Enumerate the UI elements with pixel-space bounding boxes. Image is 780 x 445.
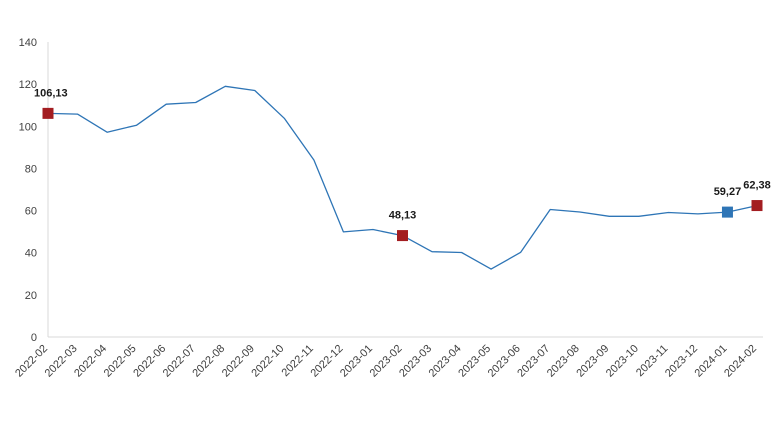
x-tick-label: 2022-10 [249, 343, 286, 380]
highlight-marker [42, 107, 54, 119]
y-tick-label: 140 [19, 37, 37, 49]
y-tick-label: 80 [25, 163, 37, 175]
data-label: 59,27 [714, 186, 742, 198]
data-label: 106,13 [34, 87, 68, 99]
y-tick-label: 120 [19, 79, 37, 91]
y-tick-label: 60 [25, 206, 37, 218]
x-axis: 2022-022022-032022-042022-052022-062022-… [13, 336, 763, 380]
series-line [47, 85, 758, 270]
highlight-marker [397, 230, 408, 242]
highlight-marker [751, 200, 763, 212]
y-tick-label: 20 [25, 290, 37, 302]
y-tick-label: 40 [25, 248, 37, 260]
x-tick-label: 2024-02 [722, 343, 759, 380]
data-label: 48,13 [389, 210, 417, 222]
y-tick-label: 100 [19, 121, 37, 133]
x-tick-label: 2023-10 [604, 343, 641, 380]
highlight-marker [721, 206, 733, 218]
y-axis: 0 20 40 60 80 100 120 140 [19, 37, 49, 344]
data-label: 62,38 [743, 180, 771, 192]
y-tick-label: 0 [31, 332, 37, 344]
